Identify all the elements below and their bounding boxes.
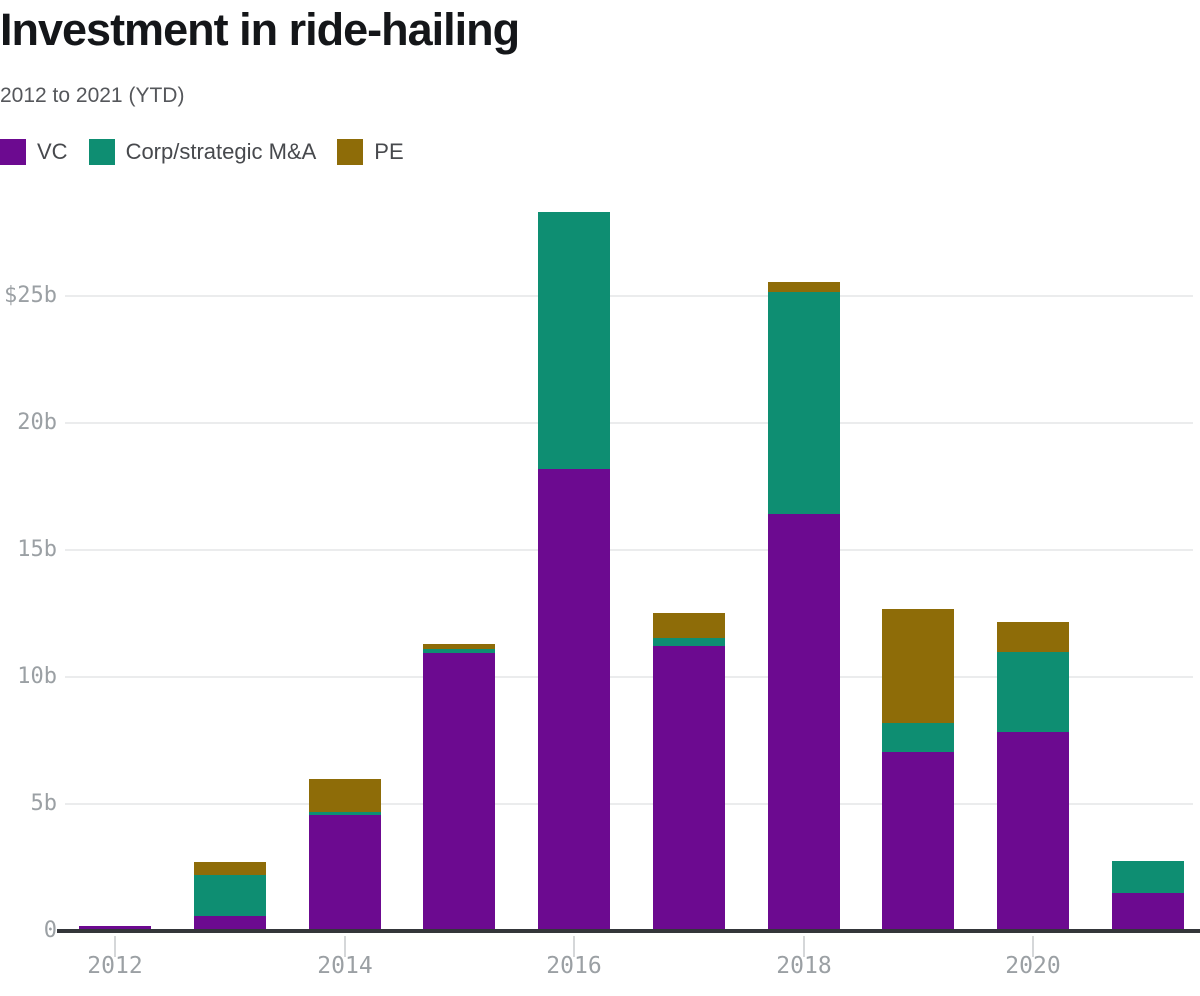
bar-segment-2016 [538, 212, 610, 469]
legend-item-vc: VC [0, 139, 68, 165]
gridline-5b [65, 803, 1193, 805]
y-tick-label: 10b [17, 664, 57, 689]
legend-label-ma: Corp/strategic M&A [125, 139, 317, 164]
bar-segment-2019 [882, 723, 954, 752]
chart-subtitle: 2012 to 2021 (YTD) [0, 84, 185, 107]
y-tick-label: 0 [43, 918, 57, 943]
gridline-25b [65, 295, 1193, 297]
bar-segment-2014 [309, 815, 381, 929]
x-tick-label: 2014 [317, 953, 373, 979]
vc-color-swatch [0, 139, 26, 165]
bar-segment-2019 [882, 752, 954, 929]
bar-segment-2015 [423, 649, 495, 653]
chart-title: Investment in ride-hailing [0, 4, 520, 55]
bar-segment-2020 [997, 652, 1069, 732]
bar-segment-2018 [768, 282, 840, 292]
bar-segment-2014 [309, 812, 381, 815]
x-tick-mark-2016 [573, 936, 575, 957]
bar-segment-2018 [768, 292, 840, 514]
bar-segment-2015 [423, 653, 495, 929]
bar-segment-2020 [997, 622, 1069, 652]
bar-segment-2018 [768, 514, 840, 929]
legend-item-pe: PE [337, 139, 404, 165]
gridline-15b [65, 549, 1193, 551]
y-tick-label: 15b [17, 537, 57, 562]
y-tick-label: 20b [17, 410, 57, 435]
gridline-10b [65, 676, 1193, 678]
y-tick-label: 5b [30, 791, 58, 816]
bar-segment-2013 [194, 862, 266, 875]
bar-segment-2016 [538, 469, 610, 929]
bar-segment-2014 [309, 779, 381, 812]
x-tick-mark-2018 [803, 936, 805, 957]
legend-label-pe: PE [374, 139, 404, 164]
x-tick-mark-2020 [1032, 936, 1034, 957]
x-tick-mark-2012 [114, 936, 116, 957]
bar-segment-2021 [1112, 893, 1184, 929]
x-tick-mark-2014 [344, 936, 346, 957]
ma-color-swatch [88, 139, 115, 165]
bar-segment-2021 [1112, 861, 1184, 893]
y-tick-label: $25b [4, 283, 57, 308]
bar-segment-2013 [194, 875, 266, 916]
bar-segment-2017 [653, 613, 725, 638]
x-tick-label: 2012 [87, 953, 143, 979]
gridline-20b [65, 422, 1193, 424]
bar-segment-2012 [79, 926, 151, 929]
legend: VC Corp/strategic M&A PE [0, 139, 404, 165]
bar-segment-2019 [882, 609, 954, 723]
legend-item-ma: Corp/strategic M&A [88, 139, 317, 165]
bar-segment-2020 [997, 732, 1069, 929]
bar-segment-2015 [423, 644, 495, 649]
x-tick-label: 2018 [776, 953, 832, 979]
bar-segment-2017 [653, 646, 725, 929]
bar-segment-2017 [653, 638, 725, 646]
pe-color-swatch [337, 139, 364, 165]
x-axis-line [57, 929, 1200, 933]
bar-segment-2013 [194, 916, 266, 929]
x-tick-label: 2020 [1005, 953, 1061, 979]
x-tick-label: 2016 [546, 953, 602, 979]
legend-label-vc: VC [37, 139, 68, 164]
